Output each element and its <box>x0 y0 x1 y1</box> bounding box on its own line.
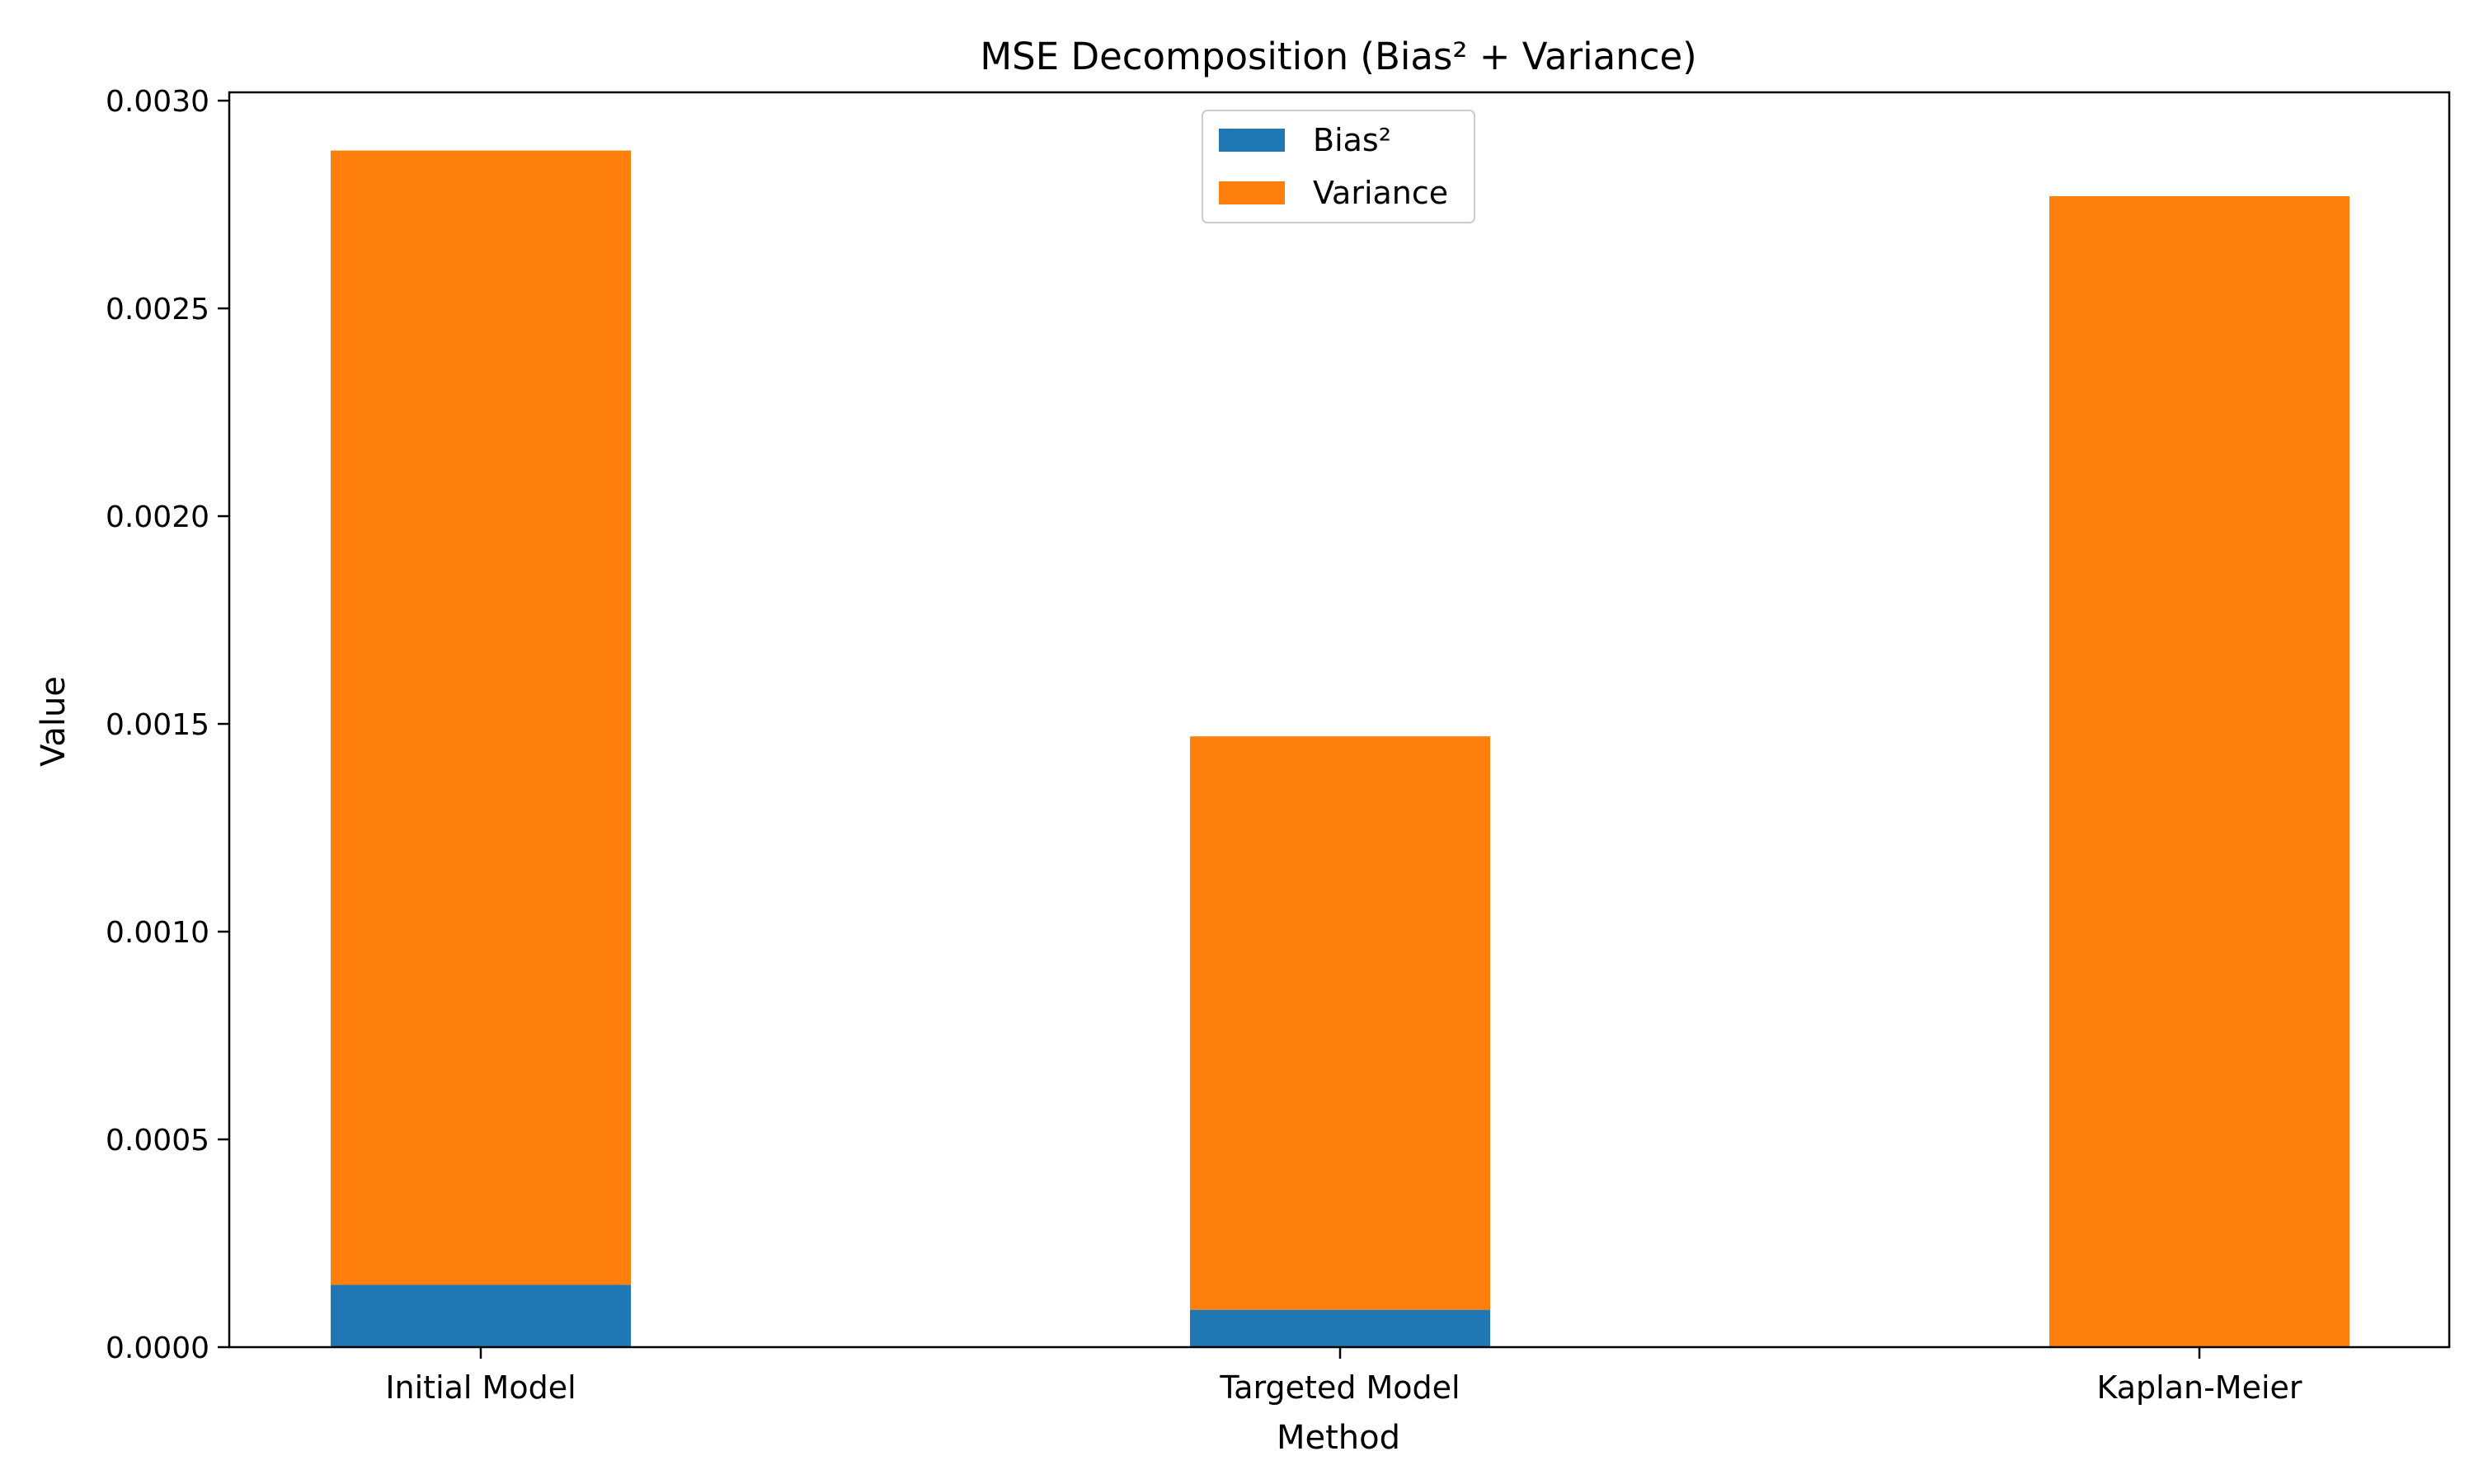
y-tick-label-2: 0.0010 <box>106 916 209 950</box>
bar-variance-2 <box>2049 195 2349 1347</box>
bar-bias-1 <box>1190 1309 1490 1347</box>
y-tick-label-5: 0.0025 <box>106 293 209 326</box>
legend-swatch-0 <box>1219 129 1285 152</box>
bar-bias-0 <box>331 1284 631 1347</box>
bar-variance-1 <box>1190 736 1490 1310</box>
y-tick-label-4: 0.0020 <box>106 500 209 534</box>
ticks-layer: 0.0000 0.0005 0.0010 0.0015 0.0020 0.0025 0.00… <box>106 85 2302 1406</box>
legend-label-0: Bias² <box>1313 122 1391 158</box>
y-tick-label-3: 0.0015 <box>106 708 209 742</box>
y-tick-label-1: 0.0005 <box>106 1124 209 1158</box>
bar-variance-0 <box>331 150 631 1285</box>
chart-title: MSE Decomposition (Bias² + Variance) <box>980 35 1696 78</box>
y-axis-label: Value <box>35 676 73 767</box>
x-axis-label: Method <box>1277 1419 1400 1457</box>
x-tick-label-2: Kaplan-Meier <box>2096 1369 2302 1406</box>
x-tick-label-0: Initial Model <box>385 1369 576 1406</box>
y-tick-label-6: 0.0030 <box>106 85 209 119</box>
legend-label-1: Variance <box>1313 175 1448 211</box>
bars-layer <box>331 150 2349 1347</box>
x-tick-label-1: Targeted Model <box>1219 1369 1460 1406</box>
legend: Bias² Variance <box>1202 110 1475 223</box>
legend-swatch-1 <box>1219 181 1285 204</box>
y-tick-label-0: 0.0000 <box>106 1331 209 1365</box>
